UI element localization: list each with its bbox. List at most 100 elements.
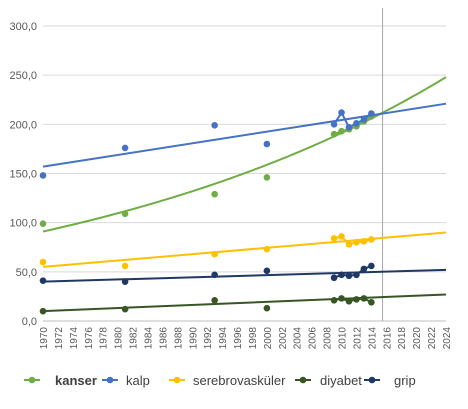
data-point-serebrovasküler <box>338 233 345 240</box>
x-tick-label: 1980 <box>114 327 125 350</box>
data-point-kanser <box>121 210 129 218</box>
data-point-kanser <box>330 130 338 138</box>
data-point-kanser <box>211 190 218 198</box>
x-tick-label: 1990 <box>188 327 199 350</box>
data-point-kalp <box>368 110 375 117</box>
x-tick-label: 1994 <box>218 327 229 350</box>
data-point-serebrovasküler <box>330 235 338 242</box>
grid-layer <box>43 25 446 322</box>
trendline-kanser <box>42 76 447 233</box>
data-point-diyabet <box>330 297 338 304</box>
x-tick-label: 2016 <box>382 327 393 350</box>
legend-marker-diyabet <box>299 376 307 384</box>
data-point-diyabet <box>360 295 368 302</box>
x-tick-label: 2012 <box>352 327 363 350</box>
x-tick-label: 2020 <box>412 327 423 350</box>
data-point-diyabet <box>121 305 129 313</box>
legend-label-serebrovasküler: serebrovasküler <box>193 373 286 388</box>
data-point-serebrovasküler <box>263 245 271 253</box>
x-tick-label: 2006 <box>308 327 319 350</box>
data-point-grip <box>345 272 353 280</box>
data-point-diyabet <box>39 307 47 315</box>
trendline-grip <box>42 268 447 283</box>
x-tick-label: 2000 <box>263 327 274 350</box>
y-tick-label: 100,0 <box>9 218 37 230</box>
x-tick-label: 1992 <box>203 327 214 350</box>
x-tick-label: 2022 <box>427 327 438 350</box>
x-tick-label: 2018 <box>397 327 408 350</box>
x-tick-label: 2014 <box>367 327 378 350</box>
data-point-serebrovasküler <box>345 241 353 248</box>
legend-label-diyabet: diyabet <box>320 373 362 388</box>
x-tick-label: 1996 <box>233 327 244 350</box>
data-point-kalp <box>345 123 353 131</box>
legend-marker-kalp <box>106 376 114 384</box>
data-point-kanser <box>39 220 47 227</box>
legend: kanser kalp serebrovasküler diyabet grip <box>24 373 416 388</box>
legend-label-kanser: kanser <box>55 373 97 388</box>
data-point-kalp <box>121 144 129 152</box>
x-tick-label: 1978 <box>99 327 110 350</box>
y-tick-label: 50,0 <box>16 267 37 279</box>
x-tick-label: 1972 <box>54 327 65 350</box>
trendline-diyabet <box>42 293 447 313</box>
data-point-kalp <box>211 122 218 129</box>
data-point-grip <box>121 278 129 285</box>
data-point-grip <box>263 267 271 275</box>
y-tick-label: 200,0 <box>9 119 37 131</box>
legend-marker-grip <box>368 376 376 384</box>
data-point-kalp <box>330 121 338 128</box>
x-tick-label: 1984 <box>143 327 154 350</box>
legend-label-grip: grip <box>394 373 416 388</box>
x-tick-label: 1986 <box>158 327 169 350</box>
data-point-grip <box>353 271 360 279</box>
data-point-grip <box>39 277 47 284</box>
data-point-serebrovasküler <box>360 238 368 245</box>
x-tick-label: 1974 <box>69 327 80 350</box>
trendline-layer <box>42 76 447 313</box>
data-point-grip <box>330 274 338 282</box>
y-tick-label: 250,0 <box>9 70 37 82</box>
data-point-kanser <box>263 174 271 181</box>
data-point-kanser <box>338 127 345 135</box>
data-point-kalp <box>360 116 368 123</box>
data-point-kalp <box>338 109 345 116</box>
trendline-kalp <box>42 102 447 168</box>
data-point-grip <box>211 271 218 279</box>
data-point-diyabet <box>345 298 353 305</box>
x-tick-label: 2002 <box>278 327 289 350</box>
x-tick-label: 2010 <box>338 327 349 350</box>
x-tick-label: 1982 <box>129 327 140 350</box>
x-tick-label: 2024 <box>442 327 453 350</box>
x-tick-label: 1988 <box>173 327 184 350</box>
data-point-layer <box>39 109 375 315</box>
data-point-grip <box>368 262 375 270</box>
data-point-serebrovasküler <box>211 250 218 258</box>
data-point-serebrovasküler <box>39 258 47 266</box>
data-point-serebrovasküler <box>368 236 375 243</box>
legend-label-kalp: kalp <box>126 373 150 388</box>
x-tick-label: 2008 <box>323 327 334 350</box>
data-point-serebrovasküler <box>121 262 129 270</box>
data-point-diyabet <box>368 299 375 306</box>
legend-marker-serebrovasküler <box>173 376 181 384</box>
y-tick-label: 300,0 <box>9 21 37 33</box>
data-point-grip <box>360 265 368 273</box>
x-tick-label: 1998 <box>248 327 259 350</box>
y-tick-label: 0,0 <box>22 316 37 328</box>
data-point-serebrovasküler <box>353 239 360 246</box>
axis-layer: 0,0 50,0 100,0 150,0 200,0 250,0 300,0 1970 1972… <box>9 8 453 349</box>
data-point-diyabet <box>211 297 218 304</box>
data-point-grip <box>338 271 345 279</box>
trendline-serebrovasküler <box>42 231 447 268</box>
y-tick-label: 150,0 <box>9 169 37 181</box>
x-tick-label: 2004 <box>293 327 304 350</box>
data-point-diyabet <box>263 304 271 312</box>
data-point-kalp <box>39 172 47 179</box>
data-point-kalp <box>353 120 360 127</box>
data-point-kalp <box>263 140 271 148</box>
data-point-diyabet <box>353 296 360 303</box>
x-tick-label: 1970 <box>39 327 50 350</box>
